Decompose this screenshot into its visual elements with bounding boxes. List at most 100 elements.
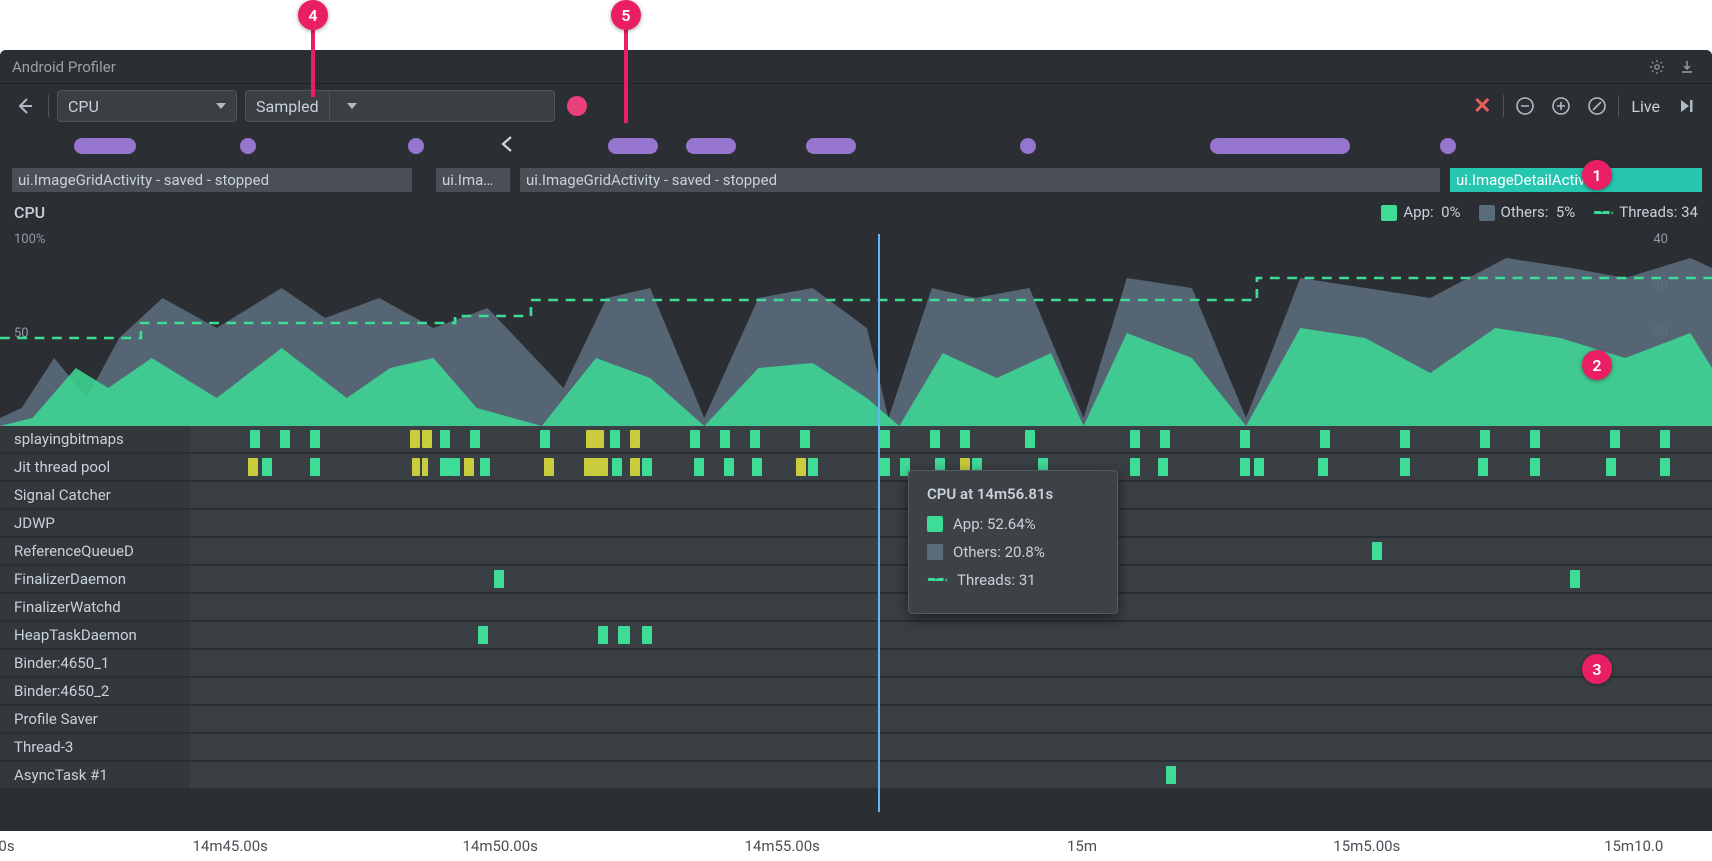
thread-activity-tick	[1530, 458, 1540, 476]
thread-activity-tick	[450, 458, 460, 476]
reset-zoom-icon[interactable]	[1582, 91, 1612, 121]
thread-name: FinalizerWatchd	[0, 598, 190, 616]
user-event[interactable]	[74, 138, 136, 154]
thread-activity-tick	[440, 430, 450, 448]
thread-row[interactable]: ReferenceQueueD	[0, 538, 1712, 564]
record-button[interactable]	[567, 96, 587, 116]
activity-bar[interactable]: ui.ImageDetailActivity	[1450, 168, 1702, 192]
thread-activity-tick	[796, 458, 806, 476]
thread-activity-tick	[630, 458, 640, 476]
thread-activity-tick	[618, 626, 630, 644]
thread-activity-tick	[724, 458, 734, 476]
activity-bar[interactable]: ui.ImageGridActivity - saved - stopped	[520, 168, 1440, 192]
time-axis: 0s14m45.00s14m50.00s14m55.00s15m15m5.00s…	[0, 831, 1712, 861]
thread-activity-tick	[480, 458, 490, 476]
event-timeline[interactable]: ui.ImageGridActivity - saved - stopped ui…	[0, 128, 1712, 198]
thread-activity-tick	[750, 430, 760, 448]
thread-row[interactable]: Binder:4650_2	[0, 678, 1712, 704]
thread-row[interactable]: Signal Catcher	[0, 482, 1712, 508]
thread-activity-tick	[494, 570, 504, 588]
thread-activity-tick	[464, 458, 474, 476]
callout-5: 5	[611, 0, 641, 30]
thread-list[interactable]: splayingbitmaps Jit thread pool Signal Cat…	[0, 426, 1712, 788]
callout-2: 2	[1582, 350, 1612, 380]
thread-activity-tick	[1400, 458, 1410, 476]
thread-activity-tick	[808, 458, 818, 476]
thread-row[interactable]: FinalizerDaemon	[0, 566, 1712, 592]
thread-activity-tick	[1660, 458, 1670, 476]
thread-row[interactable]: Thread-3	[0, 734, 1712, 760]
thread-activity-tick	[642, 626, 652, 644]
time-tick: 14m55.00s	[744, 837, 819, 855]
thread-name: Jit thread pool	[0, 458, 190, 476]
thread-activity-tick	[800, 430, 810, 448]
cpu-chart[interactable]: CPU App: 0% Others: 5% Threads: 34 100% …	[0, 198, 1712, 426]
callout-3: 3	[1582, 654, 1612, 684]
thread-activity-tick	[1130, 430, 1140, 448]
thread-activity-tick	[1130, 458, 1140, 476]
cpu-area-chart	[0, 238, 1712, 426]
cpu-tooltip: CPU at 14m56.81s App: 52.64% Others: 20.…	[908, 470, 1118, 614]
playhead[interactable]	[878, 234, 880, 812]
thread-track[interactable]	[190, 622, 1712, 648]
thread-activity-tick	[248, 458, 258, 476]
thread-activity-tick	[960, 430, 970, 448]
thread-activity-tick	[310, 458, 320, 476]
user-event[interactable]	[408, 138, 424, 154]
user-event[interactable]	[806, 138, 856, 154]
thread-name: FinalizerDaemon	[0, 570, 190, 588]
live-button[interactable]: Live	[1625, 97, 1666, 116]
user-event[interactable]	[686, 138, 736, 154]
back-event-icon[interactable]	[498, 134, 518, 158]
zoom-out-icon[interactable]	[1510, 91, 1540, 121]
thread-activity-tick	[752, 458, 762, 476]
thread-activity-tick	[544, 458, 554, 476]
activity-bar[interactable]: ui.Ima…	[436, 168, 510, 192]
thread-row[interactable]: AsyncTask #1	[0, 762, 1712, 788]
profiler-type-select[interactable]: CPU	[57, 90, 237, 122]
thread-activity-tick	[422, 430, 432, 448]
thread-activity-tick	[1530, 430, 1540, 448]
thread-track[interactable]	[190, 762, 1712, 788]
thread-track[interactable]	[190, 650, 1712, 676]
zoom-in-icon[interactable]	[1546, 91, 1576, 121]
gear-icon[interactable]	[1644, 54, 1670, 80]
thread-activity-tick	[280, 430, 290, 448]
user-event[interactable]	[608, 138, 658, 154]
thread-row[interactable]: FinalizerWatchd	[0, 594, 1712, 620]
thread-activity-tick	[720, 430, 730, 448]
thread-row[interactable]: Jit thread pool	[0, 454, 1712, 480]
trace-mode-select[interactable]: Sampled	[245, 90, 555, 122]
thread-activity-tick	[694, 458, 704, 476]
thread-row[interactable]: splayingbitmaps	[0, 426, 1712, 452]
thread-activity-tick	[540, 430, 550, 448]
callout-1: 1	[1582, 160, 1612, 190]
user-event[interactable]	[1210, 138, 1350, 154]
thread-track[interactable]	[190, 678, 1712, 704]
thread-row[interactable]: Profile Saver	[0, 706, 1712, 732]
back-button[interactable]	[10, 91, 40, 121]
thread-activity-tick	[1160, 430, 1170, 448]
thread-activity-tick	[1254, 458, 1264, 476]
thread-row[interactable]: JDWP	[0, 510, 1712, 536]
download-icon[interactable]	[1674, 54, 1700, 80]
thread-activity-tick	[612, 458, 622, 476]
user-event[interactable]	[240, 138, 256, 154]
thread-activity-tick	[310, 430, 320, 448]
thread-track[interactable]	[190, 706, 1712, 732]
user-event[interactable]	[1440, 138, 1456, 154]
thread-activity-tick	[412, 458, 420, 476]
go-to-end-icon[interactable]	[1672, 91, 1702, 121]
activity-bar[interactable]: ui.ImageGridActivity - saved - stopped	[12, 168, 412, 192]
thread-row[interactable]: Binder:4650_1	[0, 650, 1712, 676]
thread-track[interactable]	[190, 734, 1712, 760]
close-button[interactable]: ✕	[1467, 91, 1497, 121]
user-event[interactable]	[1020, 138, 1036, 154]
thread-activity-tick	[1480, 430, 1490, 448]
thread-row[interactable]: HeapTaskDaemon	[0, 622, 1712, 648]
cpu-title: CPU	[14, 203, 45, 222]
thread-activity-tick	[1025, 430, 1035, 448]
thread-activity-tick	[598, 626, 608, 644]
thread-activity-tick	[1610, 430, 1620, 448]
thread-track[interactable]	[190, 426, 1712, 452]
